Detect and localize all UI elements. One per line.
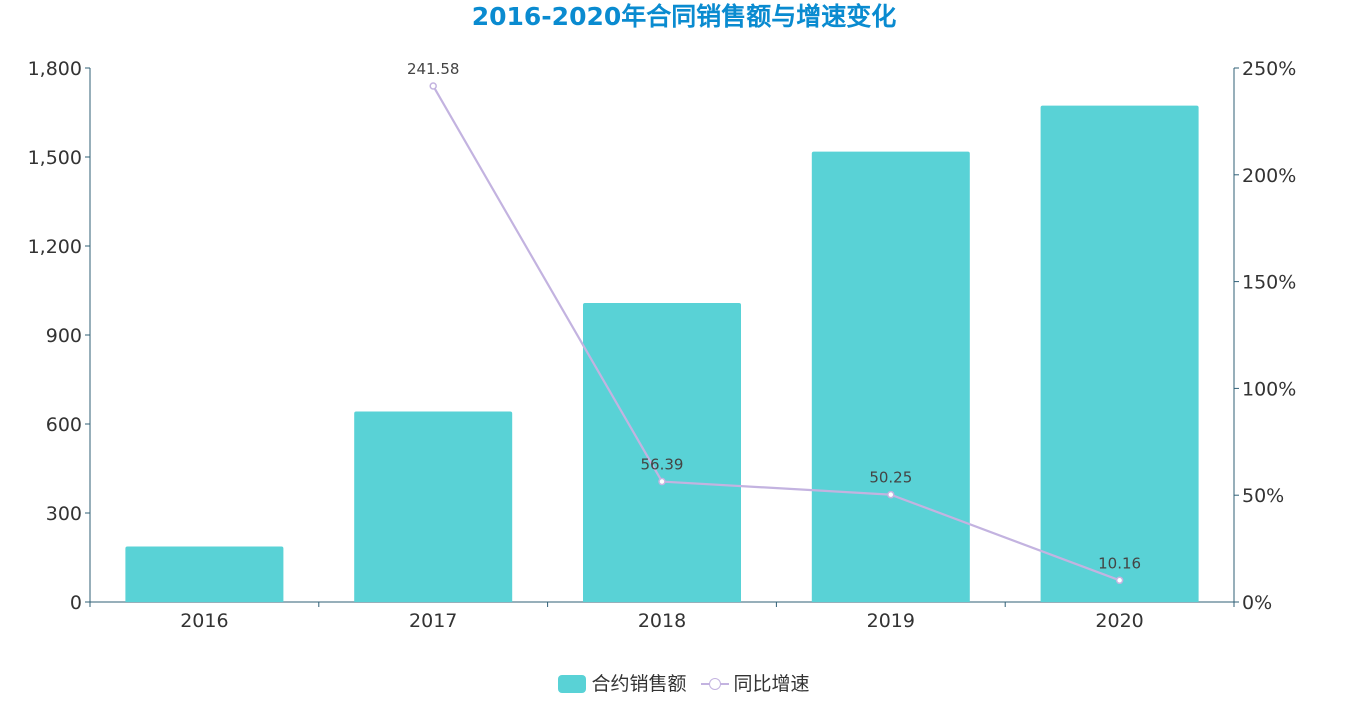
bar-2016[interactable] xyxy=(125,546,284,602)
growth-line xyxy=(432,85,1120,582)
legend: 合约销售额 同比增速 xyxy=(0,672,1368,699)
y-left-tick-label: 1,200 xyxy=(28,236,82,258)
y-left-tick-label: 1,800 xyxy=(28,58,82,80)
bars-layer xyxy=(125,105,1199,602)
bar-2019[interactable] xyxy=(811,151,970,602)
x-tick-label: 2017 xyxy=(409,610,457,632)
x-tick-label: 2020 xyxy=(1095,610,1143,632)
growth-point-2020[interactable] xyxy=(1115,576,1124,585)
growth-data-label: 56.39 xyxy=(641,456,684,474)
y-left-tick-label: 900 xyxy=(46,325,82,347)
y-right-tick-label: 200% xyxy=(1242,165,1296,187)
chart-title: 2016-2020年合同销售额与增速变化 xyxy=(471,2,897,31)
y-right-tick-label: 100% xyxy=(1242,378,1296,400)
legend-item-sales[interactable]: 合约销售额 xyxy=(558,672,686,696)
growth-data-label: 50.25 xyxy=(869,469,912,487)
legend-line-swatch xyxy=(700,675,729,693)
x-tick-label: 2016 xyxy=(180,610,228,632)
legend-item-growth[interactable]: 同比增速 xyxy=(700,672,810,696)
labels-layer: 241.58 56.39 50.25 10.16 xyxy=(407,60,1141,572)
y-right-tick-label: 250% xyxy=(1242,58,1296,80)
bar-2018[interactable] xyxy=(583,302,741,602)
y-right-tick-label: 0% xyxy=(1242,592,1272,614)
legend-label-sales: 合约销售额 xyxy=(591,673,687,695)
legend-label-growth: 同比增速 xyxy=(733,673,810,695)
bar-2017[interactable] xyxy=(354,411,513,602)
y-left-tick-label: 0 xyxy=(70,592,82,614)
y-right-tick-label: 150% xyxy=(1242,272,1296,294)
y-right-tick-label: 50% xyxy=(1242,485,1284,507)
y-left-tick-label: 1,500 xyxy=(28,147,82,169)
growth-data-label: 241.58 xyxy=(407,60,460,78)
legend-bar-swatch xyxy=(558,675,587,693)
growth-point-2017[interactable] xyxy=(429,82,437,90)
line-layer xyxy=(429,82,1124,585)
growth-point-2018[interactable] xyxy=(658,477,666,486)
y-left-tick-label: 600 xyxy=(46,414,82,436)
growth-data-label: 10.16 xyxy=(1098,554,1141,572)
x-tick-label: 2019 xyxy=(867,610,915,632)
y-left-tick-label: 300 xyxy=(46,503,82,525)
legend-line-marker xyxy=(708,678,721,690)
x-tick-label: 2018 xyxy=(638,610,686,632)
growth-point-2019[interactable] xyxy=(887,490,895,499)
bar-2020[interactable] xyxy=(1040,105,1199,602)
